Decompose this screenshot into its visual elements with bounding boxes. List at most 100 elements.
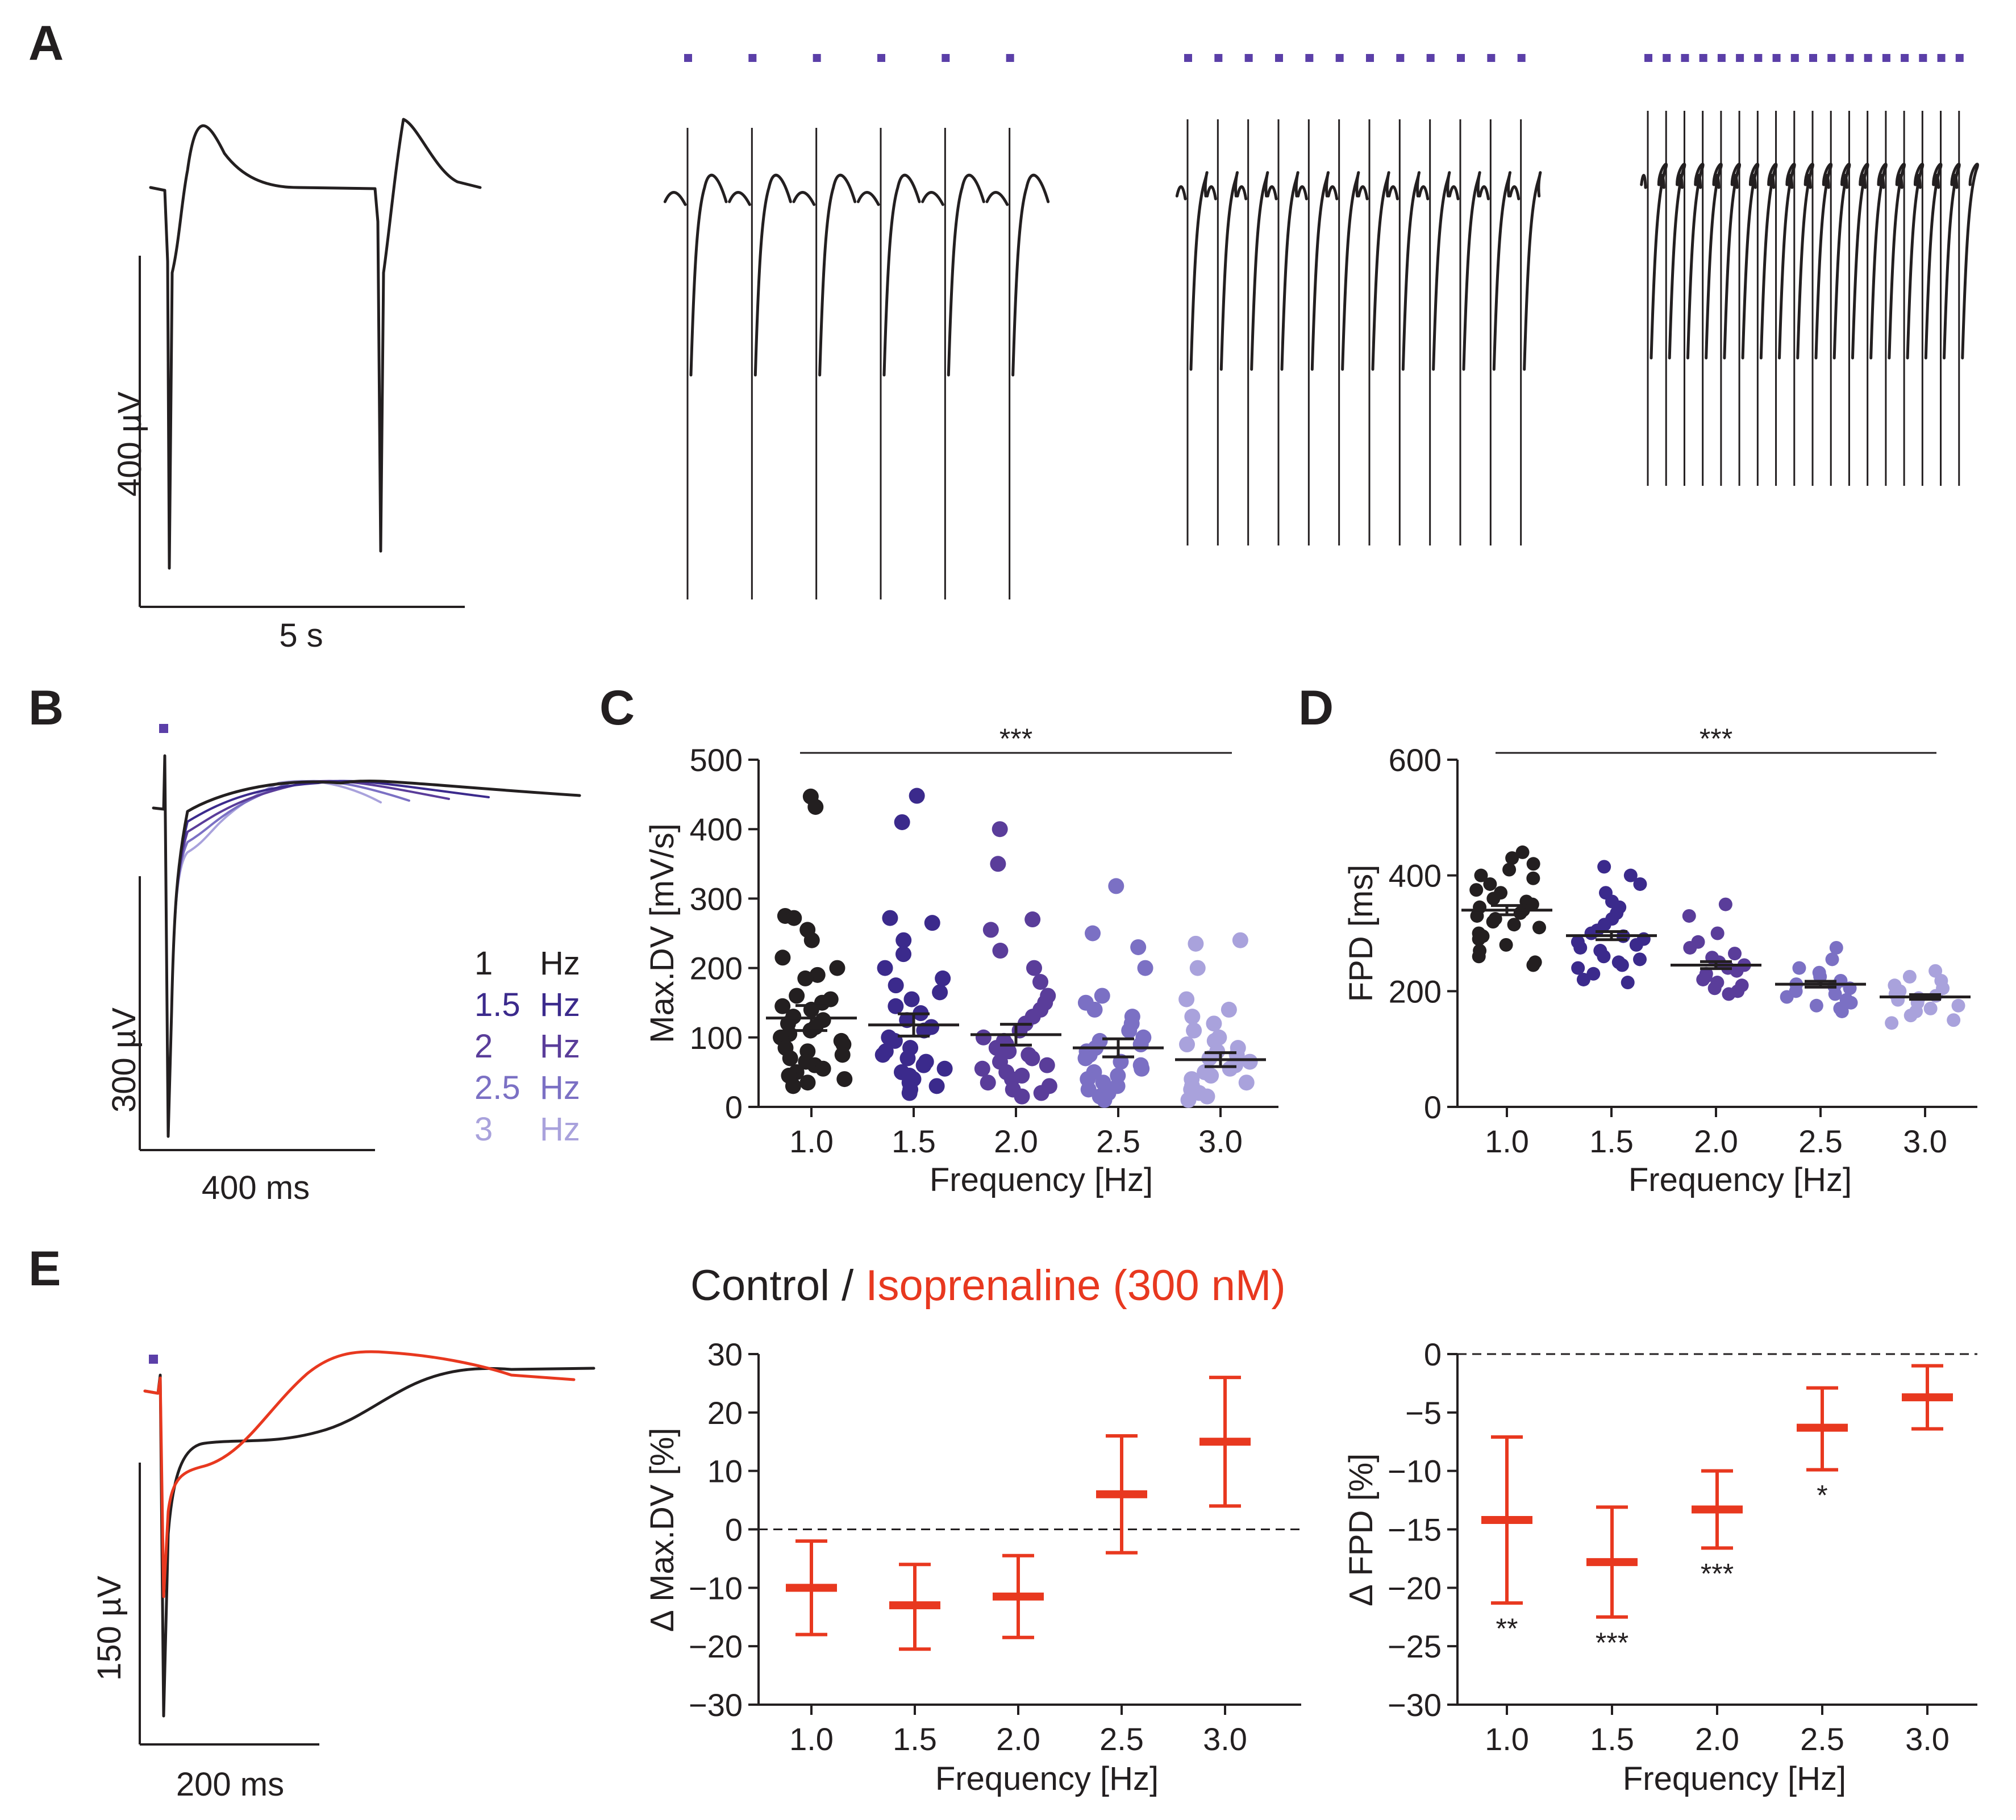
data-point bbox=[1615, 958, 1629, 972]
legend-unit-2-5: Hz bbox=[540, 1069, 580, 1106]
x-tick-label: 1.0 bbox=[789, 1123, 834, 1159]
stimulus-tick bbox=[1663, 54, 1671, 62]
data-point bbox=[1222, 1060, 1238, 1077]
trace-pacing-3hz bbox=[1640, 111, 1979, 486]
trace-1hz bbox=[152, 754, 581, 1138]
y-tick-label: 400 bbox=[1389, 858, 1442, 894]
data-point bbox=[1707, 981, 1722, 996]
panel-a-label: A bbox=[28, 16, 64, 70]
significance-stars: ** bbox=[1496, 1613, 1518, 1644]
beat-waveform bbox=[985, 173, 1050, 377]
data-point bbox=[874, 1047, 891, 1063]
x-tick-label: 1.0 bbox=[789, 1721, 834, 1757]
data-point bbox=[1526, 857, 1540, 871]
stimulus-tick bbox=[1457, 54, 1465, 62]
data-point bbox=[774, 949, 791, 966]
y-tick-label: 30 bbox=[707, 1336, 743, 1372]
data-point bbox=[1903, 1009, 1918, 1023]
title-control: Control bbox=[690, 1261, 830, 1310]
panel-d-label: D bbox=[1298, 681, 1334, 735]
data-point bbox=[916, 1022, 932, 1039]
y-tick-label: −30 bbox=[689, 1687, 743, 1723]
x-axis-label: Frequency [Hz] bbox=[935, 1760, 1159, 1797]
data-point bbox=[974, 1060, 990, 1077]
panel-b-label: B bbox=[28, 681, 64, 735]
stimulus-tick bbox=[1699, 54, 1707, 62]
trace-2.5hz bbox=[152, 755, 410, 1138]
stimulus-tick bbox=[1882, 54, 1890, 62]
y-tick-label: 200 bbox=[690, 951, 743, 986]
panel-e-scalebar-x-label: 200 ms bbox=[176, 1766, 284, 1803]
data-point bbox=[1947, 1013, 1961, 1027]
data-point bbox=[1180, 1092, 1197, 1108]
stimulus-tick bbox=[1919, 54, 1927, 62]
beat-waveform bbox=[1823, 163, 1851, 360]
beat-waveform bbox=[1236, 171, 1269, 371]
panel-b-stimulus-marker bbox=[159, 724, 168, 733]
x-tick-label: 3.0 bbox=[1198, 1123, 1243, 1159]
data-point bbox=[903, 991, 920, 1007]
data-point bbox=[1730, 964, 1744, 978]
stimulus-tick bbox=[1396, 54, 1405, 62]
beat-waveform bbox=[792, 173, 857, 377]
data-point bbox=[807, 799, 824, 815]
stimulus-tick bbox=[684, 54, 692, 62]
trace-1.5hz bbox=[152, 755, 490, 1138]
beat-waveform bbox=[1694, 163, 1723, 360]
data-point bbox=[1186, 1022, 1202, 1039]
stimulus-tick bbox=[1937, 54, 1946, 62]
data-point bbox=[1486, 892, 1501, 906]
data-point bbox=[782, 1050, 798, 1067]
stimulus-tick bbox=[1827, 54, 1836, 62]
y-tick-label: 0 bbox=[725, 1089, 743, 1125]
stimulus-tick bbox=[1487, 54, 1496, 62]
beat-waveform bbox=[1418, 171, 1451, 371]
data-point bbox=[895, 932, 912, 948]
data-point bbox=[1835, 1004, 1849, 1018]
data-point bbox=[1189, 960, 1206, 976]
data-point bbox=[935, 970, 951, 986]
stimulus-tick bbox=[1809, 54, 1817, 62]
y-tick-label: −30 bbox=[1388, 1687, 1442, 1723]
panel-a-stimulus-markers bbox=[684, 54, 1964, 62]
x-tick-label: 2.0 bbox=[1694, 1123, 1738, 1159]
title-separator: / bbox=[830, 1261, 865, 1310]
stimulus-tick bbox=[1214, 54, 1223, 62]
data-point bbox=[1203, 1068, 1219, 1084]
data-point bbox=[803, 932, 820, 948]
stimulus-tick bbox=[1305, 54, 1314, 62]
data-point bbox=[1902, 969, 1917, 984]
data-point bbox=[1780, 990, 1794, 1004]
beat-waveform bbox=[1841, 163, 1869, 360]
data-point bbox=[1474, 868, 1488, 882]
data-point bbox=[1951, 998, 1965, 1013]
data-point bbox=[1829, 940, 1843, 955]
data-point bbox=[1472, 932, 1486, 946]
data-point bbox=[1188, 935, 1204, 952]
y-tick-label: 500 bbox=[690, 742, 743, 778]
chart-max-dv: 0 100 200 300 400 500 1.0 1.5 2.0 2.5 3.0 Frequency… bbox=[644, 723, 1278, 1198]
x-axis-label: Frequency [Hz] bbox=[1628, 1161, 1852, 1198]
x-tick-label: 2.5 bbox=[1099, 1721, 1144, 1757]
stimulus-tick bbox=[1517, 54, 1526, 62]
data-point bbox=[1718, 897, 1732, 911]
stimulus-tick bbox=[1955, 54, 1964, 62]
legend-freq-2: 2 bbox=[474, 1028, 493, 1065]
y-tick-label: 0 bbox=[1424, 1089, 1442, 1125]
panel-c-label: C bbox=[599, 681, 635, 735]
data-point bbox=[1515, 845, 1530, 859]
data-point bbox=[1505, 851, 1519, 865]
y-tick-label: 600 bbox=[1389, 742, 1442, 778]
data-point bbox=[1573, 940, 1588, 955]
data-point bbox=[982, 922, 999, 938]
x-tick-label: 1.0 bbox=[1485, 1721, 1529, 1757]
beat-waveform bbox=[663, 173, 728, 377]
data-point bbox=[1507, 918, 1521, 932]
x-tick-label: 1.5 bbox=[893, 1721, 937, 1757]
data-point bbox=[1039, 1057, 1055, 1073]
legend-unit-1-5: Hz bbox=[540, 986, 580, 1023]
panel-e-scalebar bbox=[139, 1463, 319, 1746]
data-point bbox=[1085, 925, 1101, 942]
legend-freq-1: 1 bbox=[474, 945, 493, 982]
